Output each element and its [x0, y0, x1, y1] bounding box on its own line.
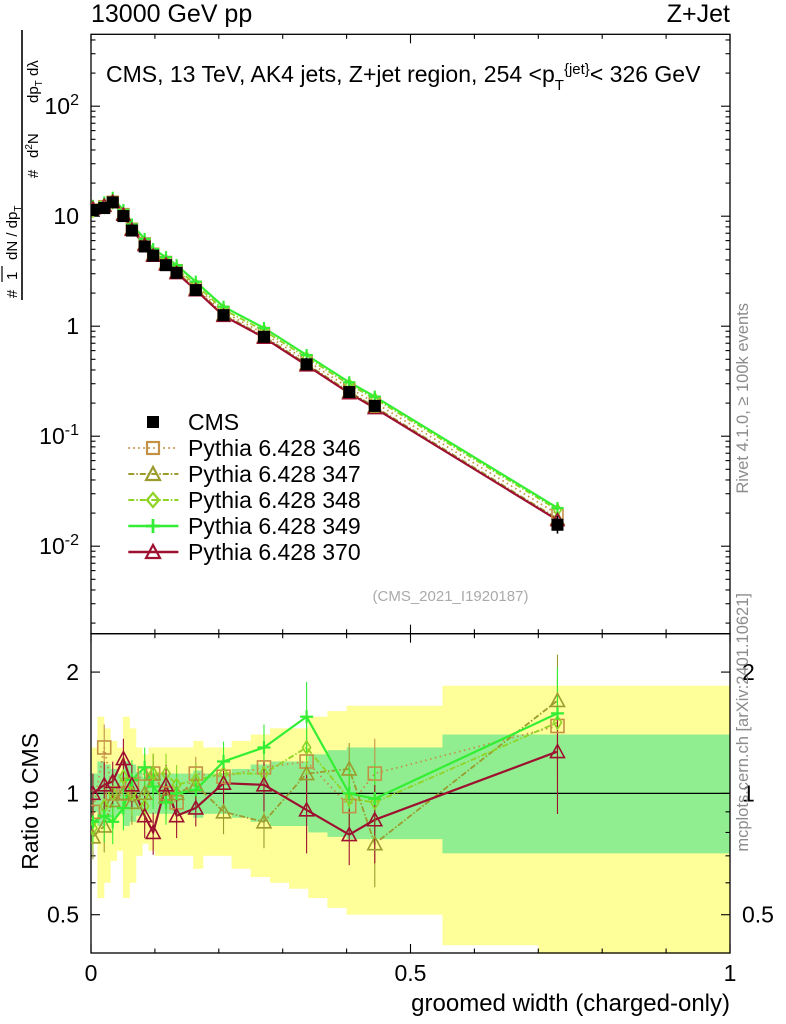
svg-text:1: 1: [724, 960, 737, 986]
svg-text:2: 2: [66, 659, 79, 685]
svg-text:Ratio to CMS: Ratio to CMS: [17, 733, 43, 870]
svg-text:groomed width (charged-only): groomed width (charged-only): [411, 990, 730, 1017]
svg-text:CMS: CMS: [188, 409, 239, 435]
svg-text:13000 GeV pp: 13000 GeV pp: [91, 0, 252, 28]
svg-text:Pythia 6.428 347: Pythia 6.428 347: [188, 461, 361, 487]
svg-text:Pythia 6.428 349: Pythia 6.428 349: [188, 513, 361, 539]
svg-text:Z+Jet: Z+Jet: [667, 0, 730, 28]
svg-text:1: 1: [4, 272, 21, 280]
svg-text:1: 1: [66, 313, 79, 339]
svg-text:Rivet 4.1.0, ≥ 100k events: Rivet 4.1.0, ≥ 100k events: [734, 303, 752, 494]
svg-text:0.5: 0.5: [395, 960, 427, 986]
svg-text:0.5: 0.5: [47, 902, 79, 928]
svg-text:#: #: [0, 272, 3, 281]
svg-text:#: #: [25, 169, 42, 178]
svg-text:1: 1: [66, 780, 79, 806]
svg-text:0.5: 0.5: [742, 902, 774, 928]
svg-text:0: 0: [85, 960, 98, 986]
svg-text:#: #: [4, 289, 21, 298]
svg-text:10: 10: [53, 203, 79, 229]
svg-text:mcplots.cern.ch [arXiv:2401.10: mcplots.cern.ch [arXiv:2401.10621]: [734, 593, 752, 852]
svg-text:Pythia 6.428 370: Pythia 6.428 370: [188, 539, 361, 565]
svg-text:(CMS_2021_I1920187): (CMS_2021_I1920187): [373, 588, 529, 605]
svg-text:Pythia 6.428 348: Pythia 6.428 348: [188, 487, 361, 513]
svg-text:Pythia 6.428 346: Pythia 6.428 346: [188, 435, 361, 461]
